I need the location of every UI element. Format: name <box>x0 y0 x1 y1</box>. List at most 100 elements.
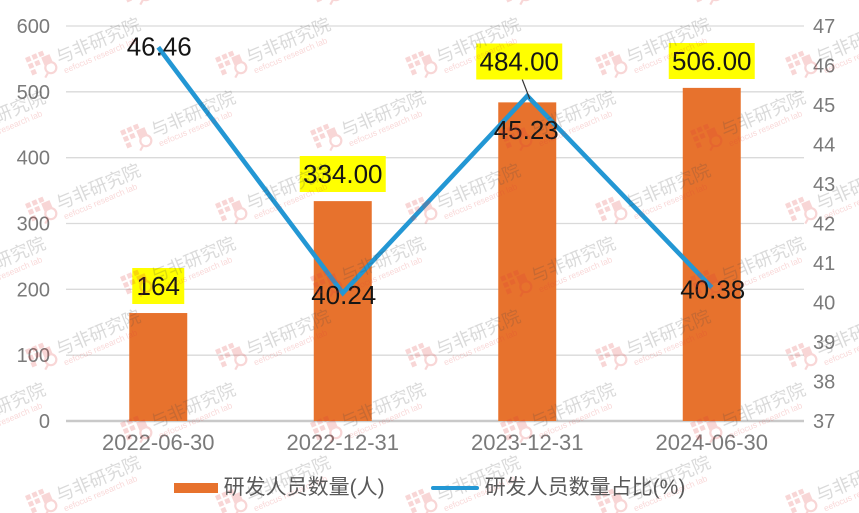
eefocus-logo-icon <box>120 123 153 152</box>
eefocus-logo-icon <box>505 0 533 6</box>
watermark-sub-text: eefocus research lab <box>157 0 234 2</box>
right-axis-tick-label: 46 <box>813 56 835 78</box>
legend-label-line-series: 研发人员数量占比(%) <box>484 476 686 499</box>
eefocus-logo-icon <box>215 342 248 371</box>
bar <box>313 201 372 421</box>
eefocus-logo-icon <box>120 269 153 298</box>
left-axis-tick-label: 600 <box>17 16 50 38</box>
legend-item-bar-series: 研发人员数量(人) <box>173 476 385 499</box>
x-axis-label: 2023-12-31 <box>471 430 584 455</box>
legend-item-line-series: 研发人员数量占比(%) <box>430 476 686 499</box>
watermark-sub-text: eefocus research lab <box>0 0 44 2</box>
eefocus-logo-icon <box>25 488 58 513</box>
eefocus-logo-icon <box>310 415 343 444</box>
eefocus-logo-icon <box>595 196 628 225</box>
right-axis-tick-label: 45 <box>813 95 835 117</box>
eefocus-logo-icon <box>310 269 343 298</box>
line-value-label: 40.24 <box>311 280 376 310</box>
line-series-swatch-icon <box>430 485 479 490</box>
right-axis-tick-label: 39 <box>813 332 835 354</box>
bar-value-label <box>132 268 185 304</box>
left-axis-tick-label: 200 <box>17 279 50 301</box>
left-axis-tick-label: 300 <box>17 214 50 236</box>
eefocus-logo-icon <box>500 123 533 152</box>
eefocus-logo-icon <box>315 0 343 6</box>
eefocus-logo-icon <box>500 269 533 298</box>
eefocus-logo-icon <box>595 342 628 371</box>
eefocus-logo-icon <box>500 415 533 444</box>
eefocus-logo-icon <box>405 488 438 513</box>
bar-value-text: 484.00 <box>479 47 559 77</box>
eefocus-logo-icon <box>405 342 438 371</box>
legend-label-bar-series: 研发人员数量(人) <box>223 476 385 499</box>
eefocus-logo-icon <box>785 488 818 513</box>
eefocus-logo-icon <box>25 342 58 371</box>
left-axis-tick-label: 0 <box>39 411 50 433</box>
bar-value-text: 506.00 <box>672 46 752 76</box>
bar-value-label <box>668 43 755 79</box>
watermark-sub-text: eefocus research lab <box>347 0 424 2</box>
eefocus-logo-icon <box>120 415 153 444</box>
bar <box>498 102 557 421</box>
eefocus-logo-icon <box>690 269 723 298</box>
watermark-sub-text: eefocus research lab <box>537 0 614 2</box>
bar-value-text: 164 <box>137 271 180 301</box>
label-leader-line <box>521 79 531 100</box>
right-axis-tick-label: 42 <box>813 214 835 236</box>
right-axis-tick-label: 41 <box>813 253 835 275</box>
right-axis-tick-label: 38 <box>813 372 835 394</box>
left-axis-tick-label: 400 <box>17 148 50 170</box>
x-axis-label: 2022-12-31 <box>286 430 399 455</box>
eefocus-logo-icon <box>25 50 58 79</box>
left-axis-tick-label: 500 <box>17 82 50 104</box>
eefocus-logo-icon <box>785 342 818 371</box>
bar <box>682 87 741 421</box>
right-axis-tick-label: 43 <box>813 174 835 196</box>
eefocus-logo-icon <box>595 488 628 513</box>
right-axis-tick-label: 40 <box>813 293 835 315</box>
bar <box>129 313 188 421</box>
watermark-sub-text: eefocus research lab <box>727 0 804 2</box>
eefocus-logo-icon <box>215 196 248 225</box>
eefocus-logo-icon <box>215 50 248 79</box>
bar-value-label <box>476 43 563 80</box>
x-axis-label: 2024-06-30 <box>655 430 768 455</box>
eefocus-logo-icon <box>785 50 818 79</box>
line-value-label: 45.23 <box>494 115 559 145</box>
legend: 研发人员数量(人) 研发人员数量占比(%) <box>0 477 859 498</box>
right-axis-tick-label: 47 <box>813 16 835 38</box>
eefocus-logo-icon <box>125 0 153 6</box>
eefocus-logo-icon <box>405 196 438 225</box>
line-value-label: 46.46 <box>127 31 192 61</box>
left-axis-tick-label: 100 <box>17 345 50 367</box>
eefocus-logo-icon <box>25 196 58 225</box>
eefocus-logo-icon <box>405 50 438 79</box>
bar-value-text: 334.00 <box>303 159 383 189</box>
eefocus-logo-icon <box>215 488 248 513</box>
eefocus-logo-icon <box>695 0 723 6</box>
bar-value-label <box>299 156 386 192</box>
right-axis-tick-label: 37 <box>813 411 835 433</box>
percentage-line <box>156 45 714 297</box>
bar-series-swatch-icon <box>173 482 218 493</box>
eefocus-logo-icon <box>785 196 818 225</box>
eefocus-logo-icon <box>690 415 723 444</box>
eefocus-logo-icon <box>595 50 628 79</box>
x-axis-label: 2022-06-30 <box>102 430 215 455</box>
line-value-label: 40.38 <box>680 274 745 304</box>
eefocus-logo-icon <box>310 123 343 152</box>
eefocus-logo-icon <box>690 123 723 152</box>
right-axis-tick-label: 44 <box>813 135 835 157</box>
